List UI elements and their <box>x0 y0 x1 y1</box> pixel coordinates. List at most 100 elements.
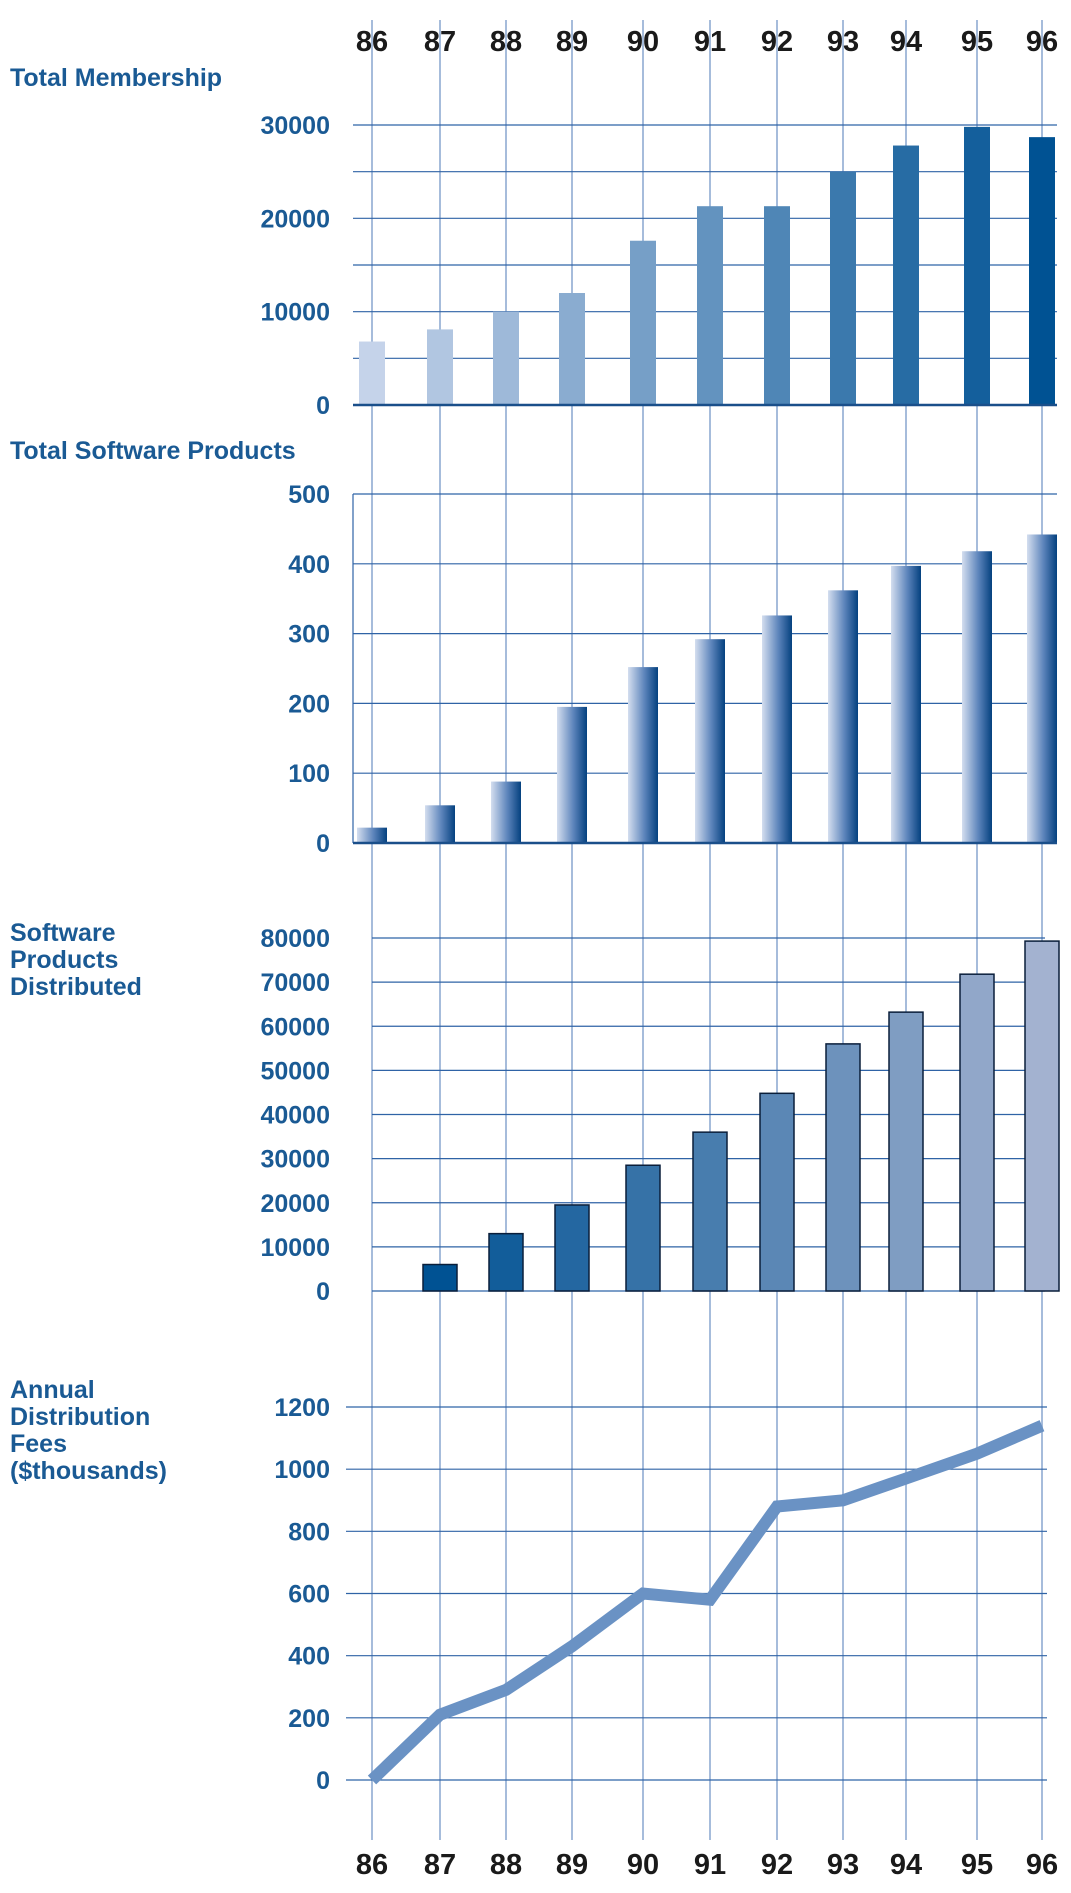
membership-bar-93 <box>830 171 856 405</box>
software-products-tick-100: 100 <box>288 760 330 788</box>
products-distributed-bar-96 <box>1024 940 1060 1292</box>
products-distributed-title-line-2: Products <box>10 946 118 974</box>
top-year-label-86: 86 <box>356 26 388 58</box>
software-products-bar-90 <box>628 667 658 843</box>
bottom-year-label-92: 92 <box>761 1849 793 1881</box>
products-distributed-bar-94 <box>888 1011 924 1292</box>
products-distributed-bar-87 <box>422 1263 458 1292</box>
top-year-label-91: 91 <box>694 26 726 58</box>
top-year-label-87: 87 <box>424 26 456 58</box>
distribution-fees-tick-800: 800 <box>288 1518 330 1546</box>
distribution-fees-series-line <box>367 1420 1045 1785</box>
products-distributed-tick-70000: 70000 <box>260 969 330 997</box>
software-products-bars <box>353 534 1057 845</box>
top-year-label-93: 93 <box>827 26 859 58</box>
software-products-bar-89 <box>557 706 587 843</box>
products-distributed-tick-80000: 80000 <box>260 925 330 953</box>
distribution-fees-tick-1000: 1000 <box>274 1456 330 1484</box>
bottom-year-label-91: 91 <box>694 1849 726 1881</box>
products-distributed-y-axis: 0 10000 20000 30000 40000 50000 60000 70000 8000… <box>260 925 330 1306</box>
software-products-bar-86 <box>357 827 387 843</box>
distribution-fees-tick-400: 400 <box>288 1643 330 1671</box>
membership-bars <box>353 126 1057 407</box>
membership-bar-91 <box>697 206 723 405</box>
software-products-tick-400: 400 <box>288 551 330 579</box>
products-distributed-bar-89 <box>554 1204 590 1292</box>
software-products-bar-88 <box>491 781 521 843</box>
membership-bar-90 <box>630 240 656 405</box>
bottom-year-label-90: 90 <box>627 1849 659 1881</box>
membership-bar-87 <box>427 329 453 405</box>
membership-y-axis: 0 10000 20000 30000 <box>260 112 330 420</box>
top-year-label-96: 96 <box>1026 26 1058 58</box>
bottom-year-label-89: 89 <box>556 1849 588 1881</box>
bottom-year-label-86: 86 <box>356 1849 388 1881</box>
software-products-tick-0: 0 <box>316 830 330 858</box>
products-distributed-tick-10000: 10000 <box>260 1234 330 1262</box>
software-products-bar-92 <box>762 615 792 843</box>
products-distributed-bar-92 <box>759 1092 795 1292</box>
membership-bar-92 <box>764 206 790 405</box>
membership-tick-20000: 20000 <box>260 205 330 233</box>
distribution-fees-title-line-2: Distribution <box>10 1403 150 1431</box>
bottom-year-label-87: 87 <box>424 1849 456 1881</box>
membership-tick-0: 0 <box>316 392 330 420</box>
products-distributed-tick-20000: 20000 <box>260 1190 330 1218</box>
software-products-bar-87 <box>425 805 455 843</box>
software-products-bar-96 <box>1027 534 1057 843</box>
distribution-fees-title-line-4: ($thousands) <box>10 1457 167 1485</box>
bottom-year-axis: 86 87 88 89 90 91 92 93 94 95 96 <box>356 1849 1058 1881</box>
distribution-fees-title-line-1: Annual <box>10 1376 95 1404</box>
software-products-bar-93 <box>828 590 858 843</box>
software-products-tick-200: 200 <box>288 690 330 718</box>
membership-chart: Total Membership 0 10000 20000 30000 <box>10 64 1057 420</box>
distribution-fees-tick-1200: 1200 <box>274 1394 330 1422</box>
products-distributed-tick-60000: 60000 <box>260 1013 330 1041</box>
membership-tick-30000: 30000 <box>260 112 330 140</box>
software-products-tick-500: 500 <box>288 481 330 509</box>
software-products-y-axis: 0 100 200 300 400 500 <box>288 481 330 858</box>
software-products-tick-300: 300 <box>288 621 330 649</box>
bottom-year-label-95: 95 <box>961 1849 993 1881</box>
membership-bar-86 <box>359 341 385 405</box>
products-distributed-bar-88 <box>488 1232 524 1292</box>
products-distributed-bar-90 <box>625 1164 661 1292</box>
membership-bar-95 <box>964 126 990 405</box>
products-distributed-bar-95 <box>959 973 995 1292</box>
distribution-fees-tick-600: 600 <box>288 1581 330 1609</box>
software-products-title: Total Software Products <box>10 437 296 465</box>
distribution-fees-tick-200: 200 <box>288 1705 330 1733</box>
software-products-bar-94 <box>891 565 921 843</box>
products-distributed-title-line-3: Distributed <box>10 973 142 1001</box>
top-year-label-89: 89 <box>556 26 588 58</box>
distribution-fees-line <box>367 1420 1045 1785</box>
products-distributed-tick-50000: 50000 <box>260 1057 330 1085</box>
products-distributed-bars <box>422 940 1060 1292</box>
software-products-chart: Total Software Products 0 100 200 300 400 500 <box>10 437 1057 858</box>
distribution-fees-y-axis: 0 200 400 600 800 1000 1200 <box>274 1394 330 1795</box>
top-year-label-95: 95 <box>961 26 993 58</box>
top-year-label-90: 90 <box>627 26 659 58</box>
bottom-year-label-88: 88 <box>490 1849 522 1881</box>
top-year-label-92: 92 <box>761 26 793 58</box>
distribution-fees-title-line-3: Fees <box>10 1430 67 1458</box>
membership-bar-96 <box>1029 137 1055 405</box>
products-distributed-bar-93 <box>825 1043 861 1292</box>
products-distributed-tick-30000: 30000 <box>260 1146 330 1174</box>
bottom-year-label-96: 96 <box>1026 1849 1058 1881</box>
top-year-axis: 86 87 88 89 90 91 92 93 94 95 96 <box>356 26 1058 58</box>
software-products-bar-91 <box>695 639 725 843</box>
products-distributed-title-line-1: Software <box>10 919 116 947</box>
products-distributed-chart: Software Products Distributed 0 10000 2000… <box>10 919 1060 1306</box>
software-products-bar-95 <box>962 551 992 843</box>
distribution-fees-chart: Annual Distribution Fees ($thousands) 0 2… <box>10 1376 1047 1795</box>
products-distributed-bar-91 <box>692 1131 728 1292</box>
top-year-label-94: 94 <box>890 26 922 58</box>
products-distributed-tick-0: 0 <box>316 1278 330 1306</box>
products-distributed-tick-40000: 40000 <box>260 1102 330 1130</box>
membership-bar-89 <box>559 293 585 405</box>
bottom-year-label-93: 93 <box>827 1849 859 1881</box>
membership-title: Total Membership <box>10 64 222 92</box>
membership-bar-88 <box>493 311 519 405</box>
